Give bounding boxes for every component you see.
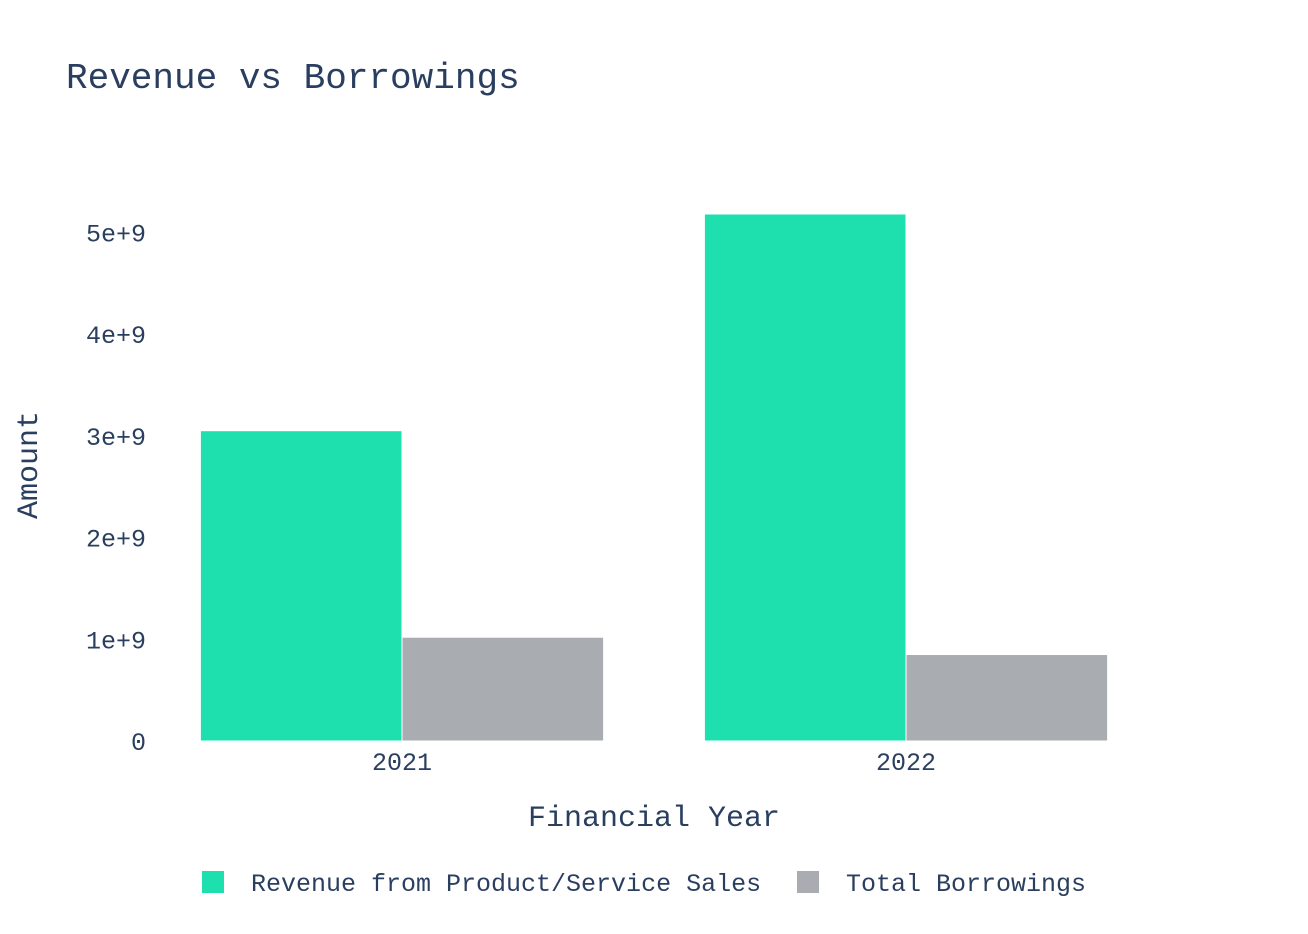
- y-tick-label: 5e+9: [86, 220, 146, 249]
- y-tick-label: 3e+9: [86, 424, 146, 453]
- x-axis-title: Financial Year: [528, 802, 780, 836]
- legend-swatch[interactable]: [202, 871, 224, 893]
- chart-title: Revenue vs Borrowings: [66, 58, 520, 99]
- legend-label[interactable]: Revenue from Product/Service Sales: [251, 870, 761, 899]
- bar-borrowings-2022[interactable]: [905, 654, 1109, 742]
- y-axis-title: Amount: [13, 411, 47, 519]
- y-tick-label: 0: [131, 729, 146, 758]
- y-tick-label: 4e+9: [86, 322, 146, 351]
- legend-swatch[interactable]: [797, 871, 819, 893]
- bar-borrowings-2021[interactable]: [401, 636, 605, 742]
- x-tick-label: 2022: [876, 749, 936, 778]
- bar-revenue-2021[interactable]: [199, 430, 403, 742]
- bar-revenue-2022[interactable]: [703, 213, 907, 742]
- legend-label[interactable]: Total Borrowings: [846, 870, 1086, 899]
- y-tick-label: 1e+9: [86, 627, 146, 656]
- y-tick-label: 2e+9: [86, 526, 146, 555]
- x-tick-label: 2021: [372, 749, 432, 778]
